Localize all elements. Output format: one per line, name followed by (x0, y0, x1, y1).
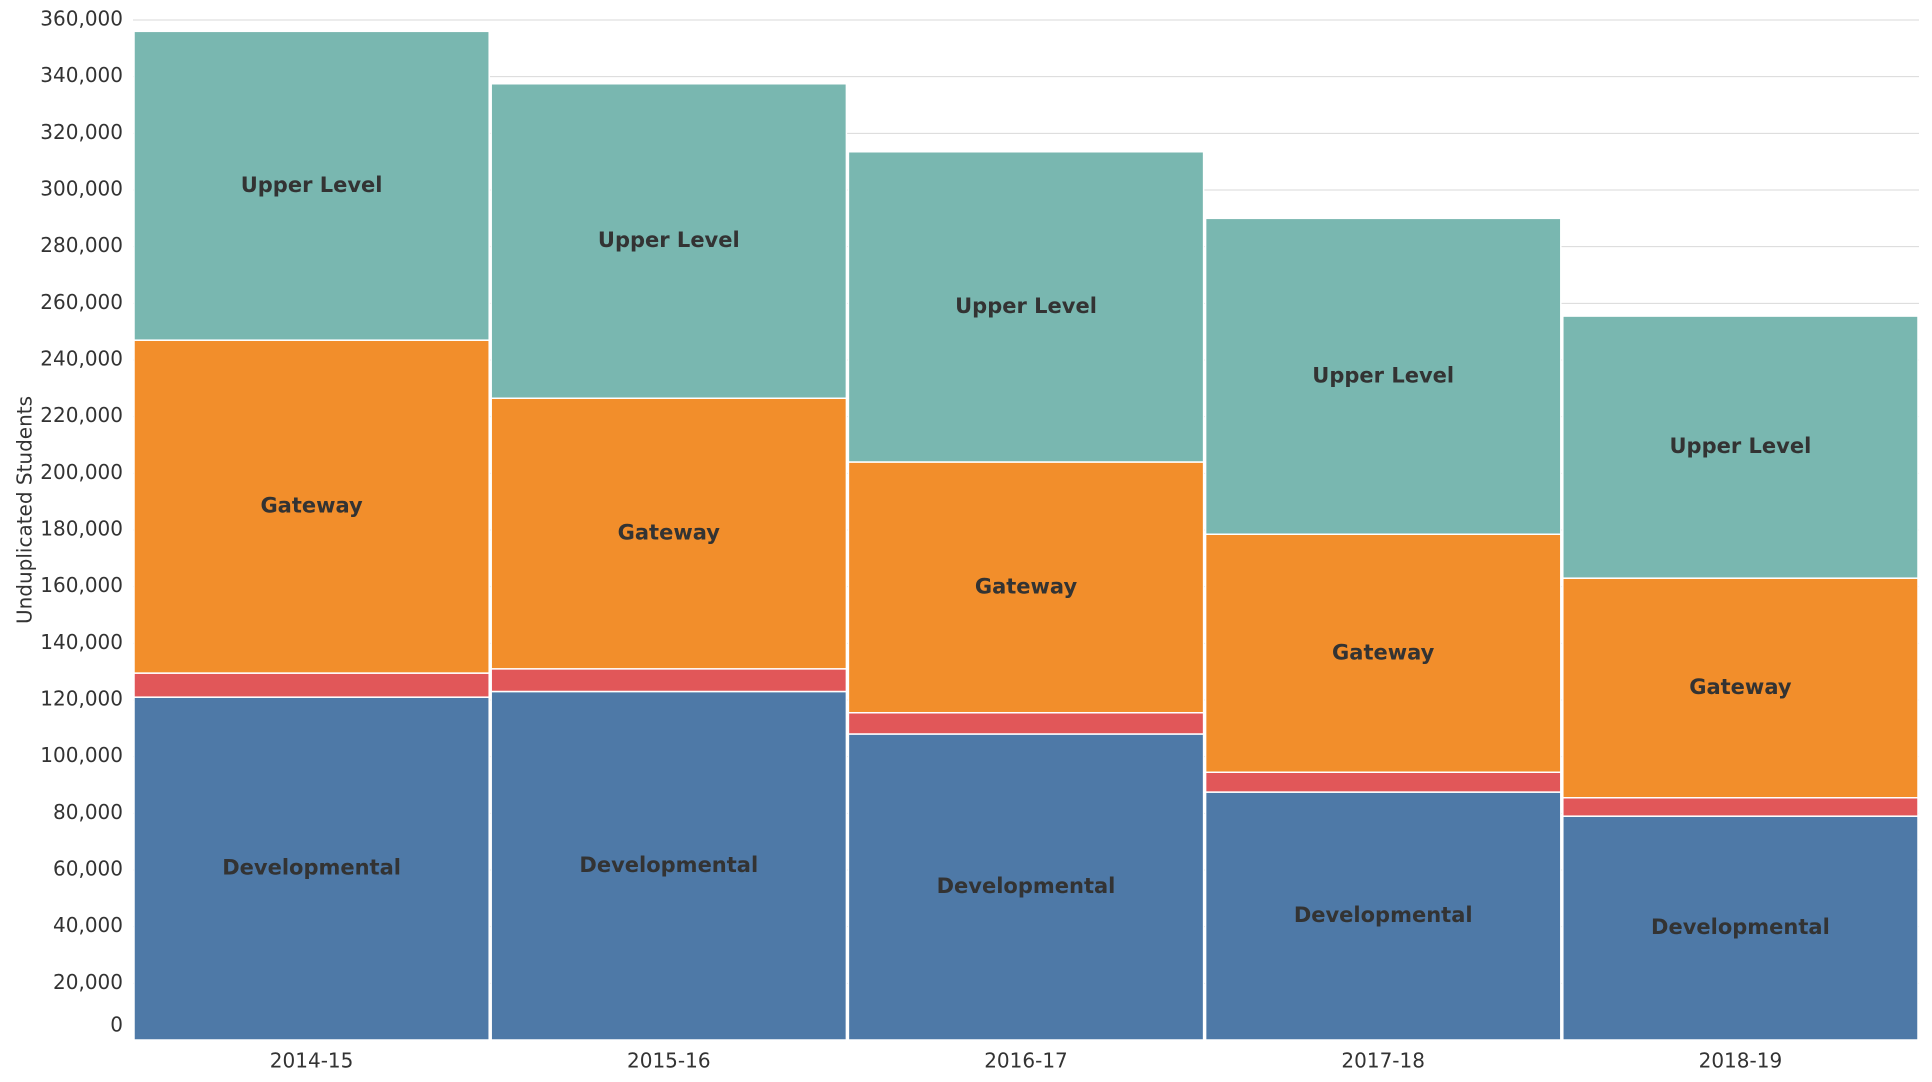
x-tick-label: 2015-16 (627, 1049, 711, 1073)
y-tick-label: 260,000 (40, 290, 123, 314)
y-tick-label: 300,000 (40, 177, 123, 201)
y-tick-label: 20,000 (53, 970, 123, 994)
y-axis-title: Unduplicated Students (13, 396, 37, 624)
bar-segment (1204, 791, 1562, 1041)
bar-segment (847, 461, 1205, 714)
segment-label: Upper Level (1670, 434, 1812, 458)
y-tick-label: 80,000 (53, 800, 123, 824)
y-tick-label: 160,000 (40, 573, 123, 597)
bar-segment (1204, 217, 1562, 535)
y-tick-label: 240,000 (40, 347, 123, 371)
bar-segment (133, 30, 490, 341)
segment-label: Gateway (1332, 640, 1435, 664)
y-tick-label: 320,000 (40, 120, 123, 144)
bar-segment (490, 668, 848, 693)
y-tick-label: 360,000 (40, 7, 123, 31)
x-tick-label: 2014-15 (270, 1049, 354, 1073)
segment-label: Developmental (222, 856, 401, 880)
bar-segment (1562, 797, 1919, 817)
y-tick-label: 220,000 (40, 403, 123, 427)
segment-label: Upper Level (1312, 363, 1454, 387)
y-tick-label: 100,000 (40, 743, 123, 767)
bar-segment (1562, 815, 1919, 1041)
bar-segment (490, 690, 848, 1041)
segment-label: Gateway (618, 521, 721, 545)
bar-segment (490, 397, 848, 670)
segment-label: Upper Level (241, 173, 383, 197)
y-tick-label: 280,000 (40, 233, 123, 257)
segment-label: Developmental (579, 853, 758, 877)
y-tick-label: 140,000 (40, 630, 123, 654)
y-tick-label: 180,000 (40, 517, 123, 541)
segment-label: Upper Level (955, 294, 1097, 318)
bar-segment (847, 712, 1205, 735)
bar-segment (133, 672, 490, 698)
y-tick-label: 120,000 (40, 687, 123, 711)
segment-label: Developmental (1651, 915, 1830, 939)
x-tick-label: 2017-18 (1341, 1049, 1425, 1073)
y-tick-label: 40,000 (53, 913, 123, 937)
bar-segment (847, 151, 1205, 463)
bar-segment (1204, 533, 1562, 773)
segment-label: Gateway (1689, 675, 1792, 699)
x-tick-label: 2016-17 (984, 1049, 1068, 1073)
y-tick-label: 60,000 (53, 857, 123, 881)
y-tick-label: 340,000 (40, 63, 123, 87)
bar-segment (133, 339, 490, 674)
y-tick-label: 200,000 (40, 460, 123, 484)
bar-segment (847, 733, 1205, 1041)
segment-label: Gateway (260, 494, 363, 518)
bar-segment (1562, 315, 1919, 579)
segment-label: Gateway (975, 574, 1078, 598)
bar-segment (1562, 577, 1919, 799)
bar-segment (1204, 771, 1562, 793)
segment-label: Developmental (937, 874, 1116, 898)
segment-label: Upper Level (598, 228, 740, 252)
segment-label: Developmental (1294, 903, 1473, 927)
x-tick-label: 2018-19 (1699, 1049, 1783, 1073)
y-tick-label: 0 (110, 1013, 123, 1037)
bar-segment (490, 83, 848, 399)
